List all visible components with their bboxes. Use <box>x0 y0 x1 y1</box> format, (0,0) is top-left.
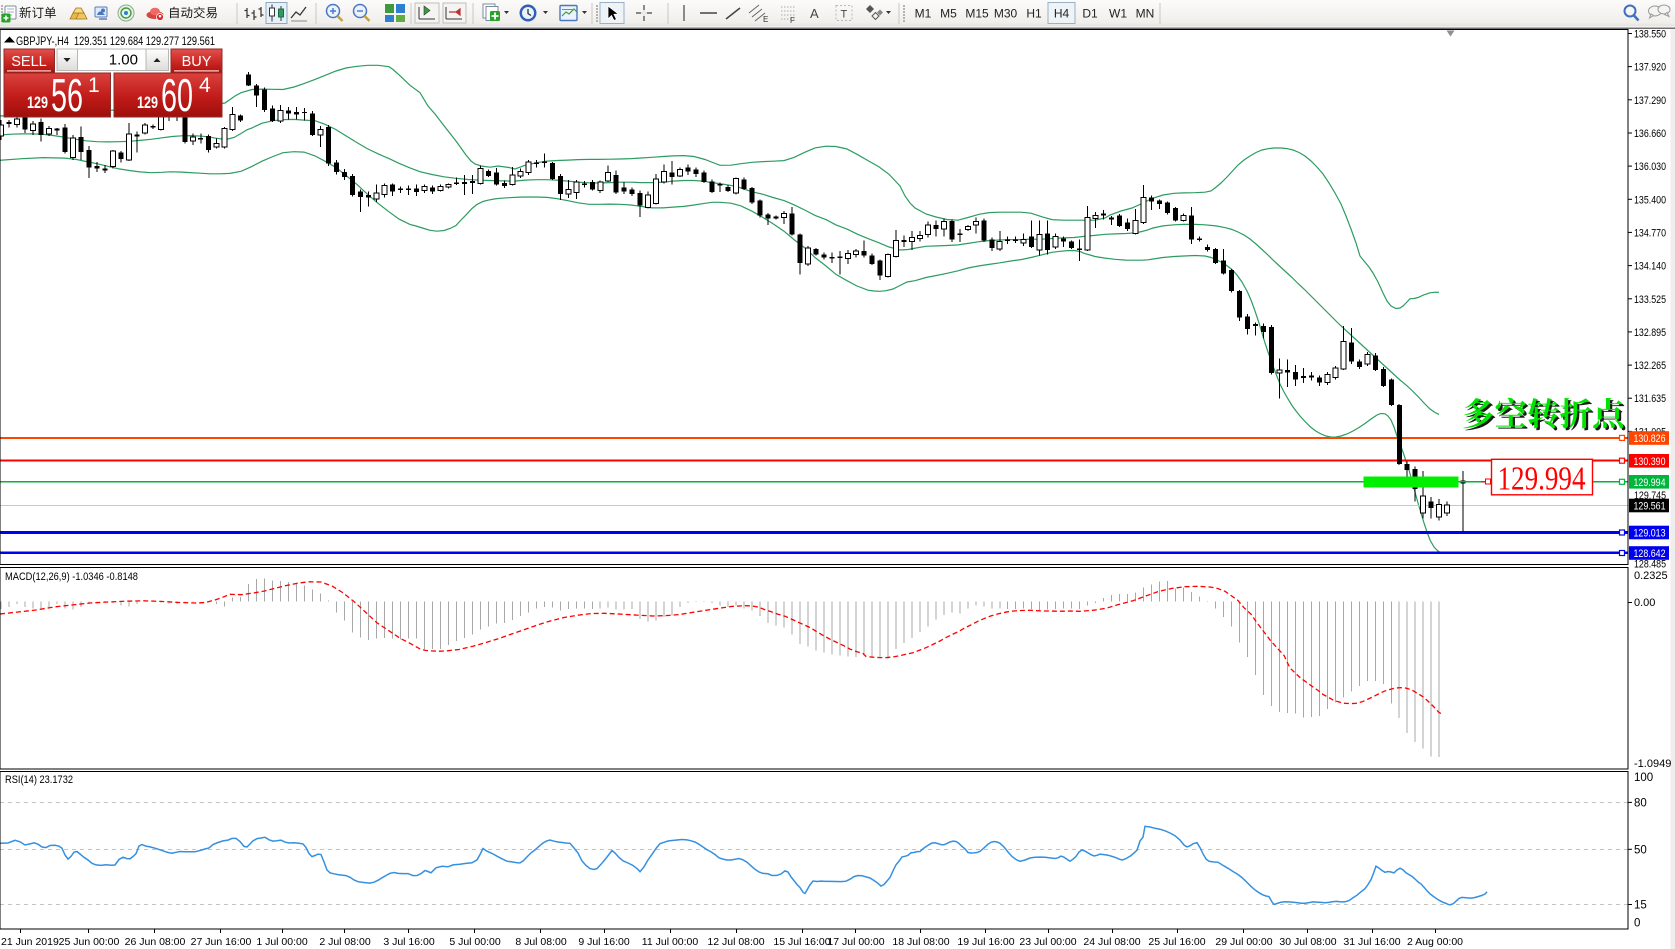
svg-text:MACD(12,26,9) -1.0346 -0.8148: MACD(12,26,9) -1.0346 -0.8148 <box>5 571 138 583</box>
svg-text:-1.0949: -1.0949 <box>1634 758 1671 770</box>
svg-text:129: 129 <box>137 93 158 112</box>
svg-text:50: 50 <box>1634 844 1647 856</box>
svg-text:M1: M1 <box>915 7 932 21</box>
svg-text:1: 1 <box>88 74 100 97</box>
svg-text:60: 60 <box>161 69 193 121</box>
svg-text:134.770: 134.770 <box>1634 227 1666 239</box>
svg-text:138.550: 138.550 <box>1634 29 1666 41</box>
svg-text:31 Jul 16:00: 31 Jul 16:00 <box>1343 936 1400 948</box>
svg-text:17 Jul 00:00: 17 Jul 00:00 <box>827 936 884 948</box>
svg-text:129.994: 129.994 <box>1634 477 1666 489</box>
svg-text:4: 4 <box>199 74 211 97</box>
svg-text:131.635: 131.635 <box>1634 393 1666 405</box>
svg-text:19 Jul 16:00: 19 Jul 16:00 <box>957 936 1014 948</box>
svg-text:21 Jun 2019: 21 Jun 2019 <box>1 936 59 948</box>
svg-text:56: 56 <box>51 69 83 121</box>
svg-text:M15: M15 <box>965 7 989 21</box>
svg-text:18 Jul 08:00: 18 Jul 08:00 <box>892 936 949 948</box>
svg-text:29 Jul 00:00: 29 Jul 00:00 <box>1215 936 1272 948</box>
svg-text:130.826: 130.826 <box>1634 433 1666 445</box>
svg-text:132.265: 132.265 <box>1634 360 1666 372</box>
svg-text:MN: MN <box>1136 7 1155 21</box>
svg-text:100: 100 <box>1634 772 1653 784</box>
svg-text:8 Jul 08:00: 8 Jul 08:00 <box>515 936 567 948</box>
svg-text:F: F <box>790 16 795 25</box>
svg-text:129: 129 <box>27 93 48 112</box>
svg-text:1 Jul 00:00: 1 Jul 00:00 <box>256 936 308 948</box>
svg-text:137.290: 137.290 <box>1634 95 1666 107</box>
svg-text:30 Jul 08:00: 30 Jul 08:00 <box>1279 936 1336 948</box>
svg-text:27 Jun 16:00: 27 Jun 16:00 <box>191 936 252 948</box>
svg-text:0.00: 0.00 <box>1634 597 1655 609</box>
svg-text:GBPJPY-,H4 129.351 129.684 12: GBPJPY-,H4 129.351 129.684 129.277 129.5… <box>16 36 215 48</box>
svg-text:135.400: 135.400 <box>1634 194 1666 206</box>
svg-text:130.390: 130.390 <box>1634 456 1666 468</box>
svg-text:132.895: 132.895 <box>1634 327 1666 339</box>
svg-text:9 Jul 16:00: 9 Jul 16:00 <box>578 936 630 948</box>
svg-text:H4: H4 <box>1054 7 1070 21</box>
svg-text:12 Jul 08:00: 12 Jul 08:00 <box>707 936 764 948</box>
svg-text:M30: M30 <box>994 7 1018 21</box>
svg-text:80: 80 <box>1634 797 1647 809</box>
svg-text:11 Jul 00:00: 11 Jul 00:00 <box>642 936 699 948</box>
svg-text:137.920: 137.920 <box>1634 62 1666 74</box>
svg-text:0: 0 <box>1634 918 1640 930</box>
svg-text:128.485: 128.485 <box>1634 559 1666 571</box>
svg-text:15 Jul 16:00: 15 Jul 16:00 <box>773 936 830 948</box>
svg-text:2 Jul 08:00: 2 Jul 08:00 <box>319 936 371 948</box>
svg-text:D1: D1 <box>1082 7 1098 21</box>
svg-text:129.561: 129.561 <box>1634 501 1666 513</box>
svg-text:129.013: 129.013 <box>1634 528 1666 540</box>
svg-text:2 Aug 00:00: 2 Aug 00:00 <box>1407 936 1463 948</box>
svg-text:RSI(14) 23.1732: RSI(14) 23.1732 <box>5 774 73 786</box>
svg-text:E: E <box>763 15 768 24</box>
svg-text:M5: M5 <box>940 7 957 21</box>
svg-text:BUY: BUY <box>182 54 212 70</box>
svg-text:H1: H1 <box>1026 7 1042 21</box>
svg-text:136.660: 136.660 <box>1634 128 1666 140</box>
svg-text:0.2325: 0.2325 <box>1634 570 1668 582</box>
svg-text:5 Jul 00:00: 5 Jul 00:00 <box>449 936 501 948</box>
svg-text:25 Jul 16:00: 25 Jul 16:00 <box>1148 936 1205 948</box>
svg-text:15: 15 <box>1634 900 1647 912</box>
svg-text:A: A <box>810 6 819 21</box>
svg-text:W1: W1 <box>1109 7 1127 21</box>
svg-text:136.030: 136.030 <box>1634 161 1666 173</box>
svg-text:1.00: 1.00 <box>109 52 138 69</box>
svg-text:3 Jul 16:00: 3 Jul 16:00 <box>383 936 435 948</box>
svg-text:T: T <box>841 9 848 21</box>
svg-text:23 Jul 00:00: 23 Jul 00:00 <box>1019 936 1076 948</box>
svg-text:24 Jul 08:00: 24 Jul 08:00 <box>1083 936 1140 948</box>
svg-text:128.642: 128.642 <box>1634 548 1666 560</box>
svg-text:25 Jun 00:00: 25 Jun 00:00 <box>59 936 120 948</box>
svg-text:SELL: SELL <box>11 54 46 70</box>
svg-text:129.994: 129.994 <box>1498 461 1586 498</box>
svg-text:26 Jun 08:00: 26 Jun 08:00 <box>125 936 186 948</box>
svg-text:133.525: 133.525 <box>1634 294 1666 306</box>
svg-text:134.140: 134.140 <box>1634 261 1666 273</box>
